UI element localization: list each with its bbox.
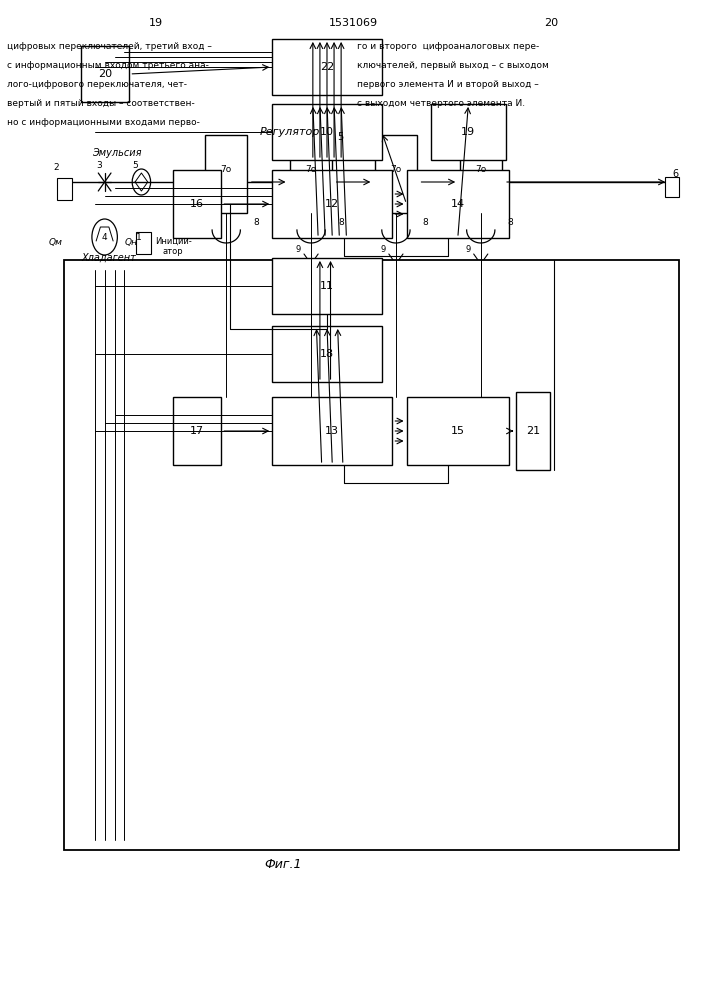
Text: с информационным входом третьего ана-: с информационным входом третьего ана- [7,61,209,70]
Bar [272,326,382,382]
Bar [407,397,509,465]
Bar [272,397,392,465]
Text: 1531069: 1531069 [329,18,378,28]
Bar [272,170,392,238]
Text: лого-цифрового переключателя, чет-: лого-цифрового переключателя, чет- [7,80,187,89]
Text: 21: 21 [526,426,540,436]
Text: 17: 17 [190,426,204,436]
Text: 7о: 7о [221,165,232,174]
Bar [665,177,679,197]
Text: 8: 8 [253,218,259,227]
Text: 4: 4 [102,233,107,242]
Bar [375,135,417,213]
Text: 5: 5 [132,161,138,170]
Bar [205,135,247,213]
Text: 7о: 7о [475,165,486,174]
Text: 12: 12 [325,199,339,209]
Text: Qм: Qм [49,237,63,246]
Bar [516,392,550,470]
Bar [272,258,382,314]
Bar [173,170,221,238]
Text: но с информационными входами перво-: но с информационными входами перво- [7,118,200,127]
Text: 14: 14 [451,199,464,209]
Bar [460,135,502,213]
Text: 8: 8 [338,218,344,227]
Text: 19: 19 [462,127,475,137]
Text: 18: 18 [320,349,334,359]
Bar [399,261,410,276]
Text: Хладагент: Хладагент [81,253,136,263]
Text: 2: 2 [53,162,59,172]
Text: Qн: Qн [124,237,137,246]
Bar [315,261,325,276]
Text: 1: 1 [136,233,141,242]
Text: 9: 9 [296,244,301,253]
Text: 7о: 7о [305,165,317,174]
Text: первого элемента И и второй выход –: первого элемента И и второй выход – [357,80,539,89]
Text: 5: 5 [338,132,344,142]
Text: вертый и пятый входы – соответствен-: вертый и пятый входы – соответствен- [7,99,195,108]
Bar [431,104,506,160]
Bar [290,135,332,213]
Text: 3: 3 [96,161,102,170]
Bar [57,178,72,200]
Text: 16: 16 [190,199,204,209]
Text: го и второго  цифроаналоговых пере-: го и второго цифроаналоговых пере- [357,42,539,51]
Text: с выходом четвертого элемента И.: с выходом четвертого элемента И. [357,99,525,108]
Bar [136,232,151,254]
Bar [173,397,221,465]
Text: 13: 13 [325,426,339,436]
Text: ключателей, первый выход – с выходом: ключателей, первый выход – с выходом [357,61,549,70]
Text: 20: 20 [544,18,559,28]
Text: 19: 19 [148,18,163,28]
Text: 11: 11 [320,281,334,291]
Text: 7о: 7о [390,165,402,174]
Text: 9: 9 [465,244,471,253]
Text: 20: 20 [98,69,112,79]
Text: 10: 10 [320,127,334,137]
Bar [81,46,129,102]
Text: Иниции-
атор: Иниции- атор [155,237,192,256]
Bar [484,261,495,276]
Text: 8: 8 [423,218,428,227]
Bar [64,260,679,850]
Bar [272,39,382,95]
Text: 22: 22 [320,62,334,72]
Text: Эмульсия: Эмульсия [92,148,141,158]
Text: 8: 8 [508,218,513,227]
Text: 15: 15 [451,426,464,436]
Text: 9: 9 [380,244,386,253]
Text: цифровых переключателей, третий вход –: цифровых переключателей, третий вход – [7,42,212,51]
Bar [272,104,382,160]
Text: Регулятор: Регулятор [259,127,320,137]
Text: Фиг.1: Фиг.1 [264,858,302,871]
Text: 6: 6 [672,169,678,179]
Bar [407,170,509,238]
